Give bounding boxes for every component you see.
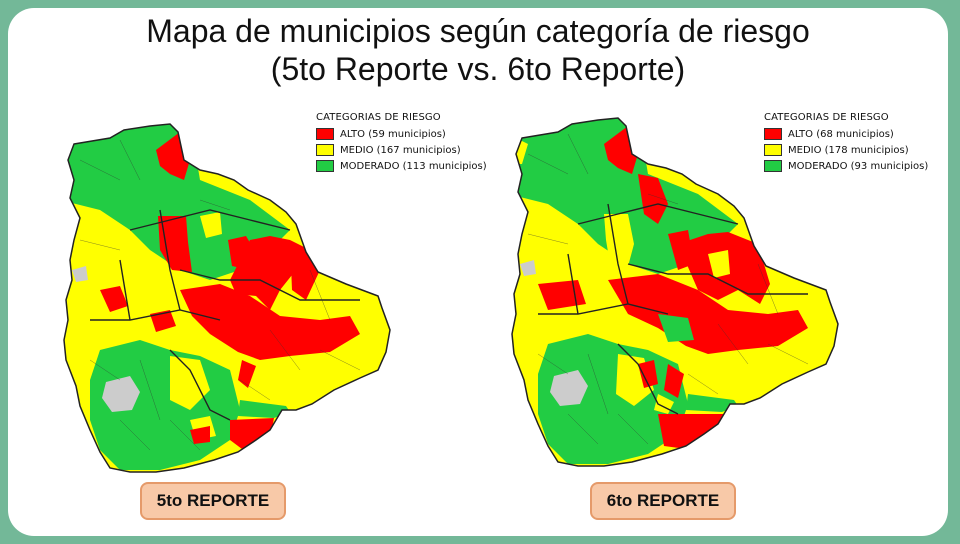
legend-label-medio: MEDIO (167 municipios) [340,144,461,156]
legend-swatch-medio [316,144,334,156]
legend-swatch-medio [764,144,782,156]
legend-item-medio: MEDIO (167 municipios) [316,142,487,158]
legend-swatch-moderado [316,160,334,172]
legend-5to-reporte: CATEGORIAS DE RIESGO ALTO (59 municipios… [316,112,487,174]
legend-6to-reporte: CATEGORIAS DE RIESGO ALTO (68 municipios… [764,112,928,174]
report-5to-button[interactable]: 5to REPORTE [140,482,286,520]
legend-label-moderado: MODERADO (113 municipios) [340,160,487,172]
legend-swatch-alto [316,128,334,140]
map-5to-reporte [63,123,391,473]
report-6to-button[interactable]: 6to REPORTE [590,482,736,520]
title-line-2: (5to Reporte vs. 6to Reporte) [270,51,686,87]
legend-item-moderado: MODERADO (93 municipios) [764,158,928,174]
legend-swatch-moderado [764,160,782,172]
legend-label-medio: MEDIO (178 municipios) [788,144,909,156]
slide: Mapa de municipios según categoría de ri… [8,8,948,536]
legend-label-moderado: MODERADO (93 municipios) [788,160,929,172]
map-6to-reporte [511,117,839,467]
legend-title: CATEGORIAS DE RIESGO [764,112,889,123]
legend-label-alto: ALTO (59 municipios) [340,128,446,140]
slide-title: Mapa de municipios según categoría de ri… [8,12,948,88]
legend-item-alto: ALTO (68 municipios) [764,126,928,142]
legend-item-medio: MEDIO (178 municipios) [764,142,928,158]
legend-swatch-alto [764,128,782,140]
legend-title: CATEGORIAS DE RIESGO [316,112,441,123]
legend-item-moderado: MODERADO (113 municipios) [316,158,487,174]
title-line-1: Mapa de municipios según categoría de ri… [146,13,810,49]
legend-item-alto: ALTO (59 municipios) [316,126,487,142]
legend-label-alto: ALTO (68 municipios) [788,128,894,140]
